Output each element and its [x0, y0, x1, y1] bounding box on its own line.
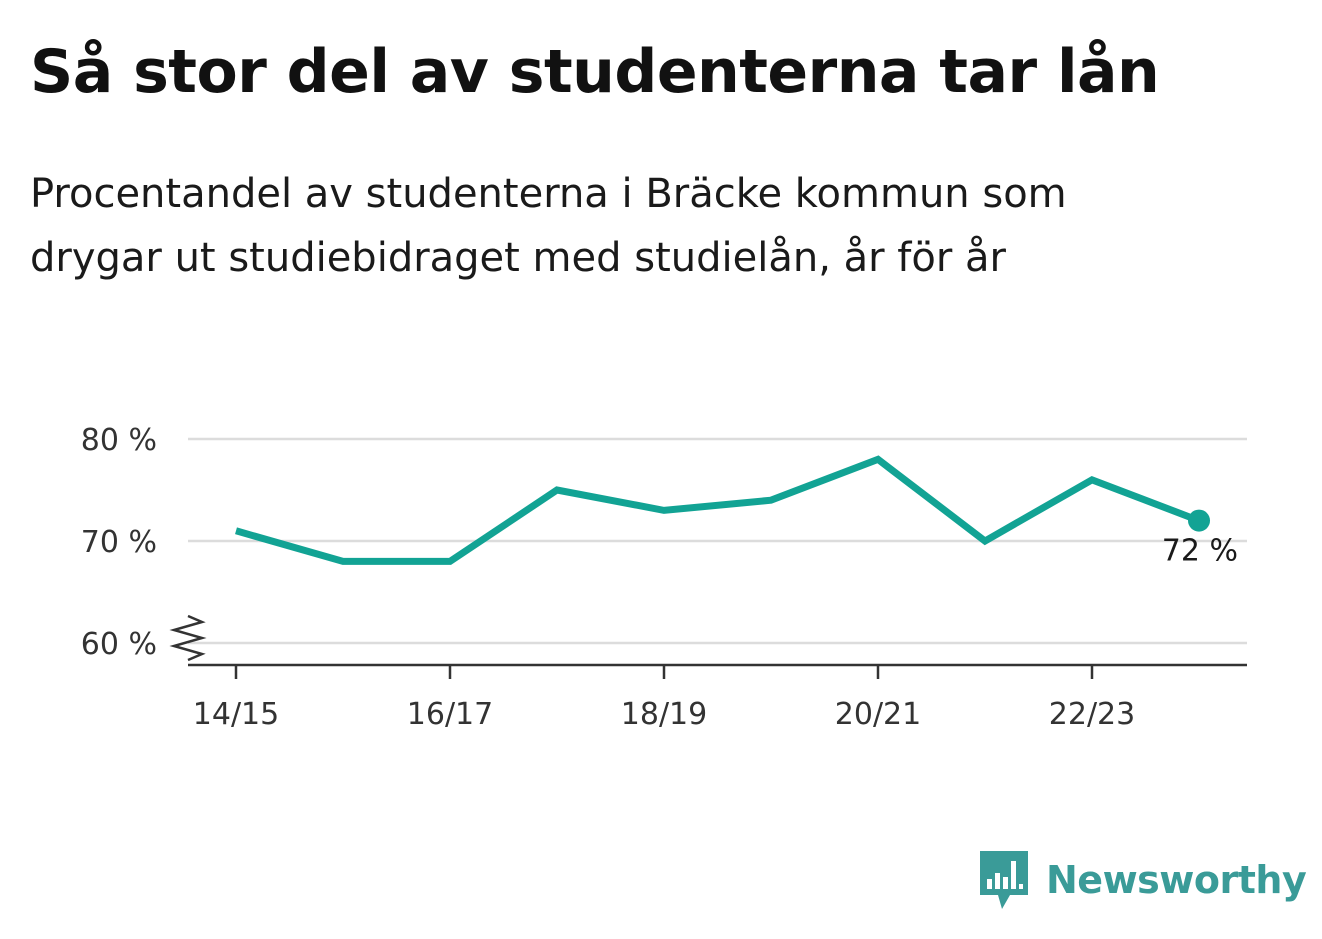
x-tick-label: 20/21	[835, 697, 921, 732]
x-tick-label: 16/17	[407, 697, 493, 732]
last-value-label: 72 %	[1162, 534, 1238, 569]
last-data-point	[1188, 509, 1210, 532]
brand-name: Newsworthy	[1046, 858, 1307, 902]
newsworthy-logo-icon	[980, 851, 1028, 909]
x-tick-label: 14/15	[193, 697, 279, 732]
y-axis-break	[169, 614, 207, 662]
chart-subtitle: Procentandel av studenterna i Bräcke kom…	[30, 162, 1230, 290]
x-tick-label: 22/23	[1049, 697, 1135, 732]
subtitle-line-1: Procentandel av studenterna i Bräcke kom…	[30, 171, 1067, 217]
brand-logo: Newsworthy	[980, 850, 1307, 910]
y-tick-label: 70 %	[81, 525, 157, 560]
subtitle-line-2: drygar ut studiebidraget med studielån, …	[30, 235, 1006, 281]
chart-title: Så stor del av studenterna tar lån	[30, 37, 1160, 107]
y-tick-label: 60 %	[81, 627, 157, 662]
series-line	[235, 455, 1201, 565]
x-tick-label: 18/19	[621, 697, 707, 732]
y-tick-label: 80 %	[81, 423, 157, 458]
